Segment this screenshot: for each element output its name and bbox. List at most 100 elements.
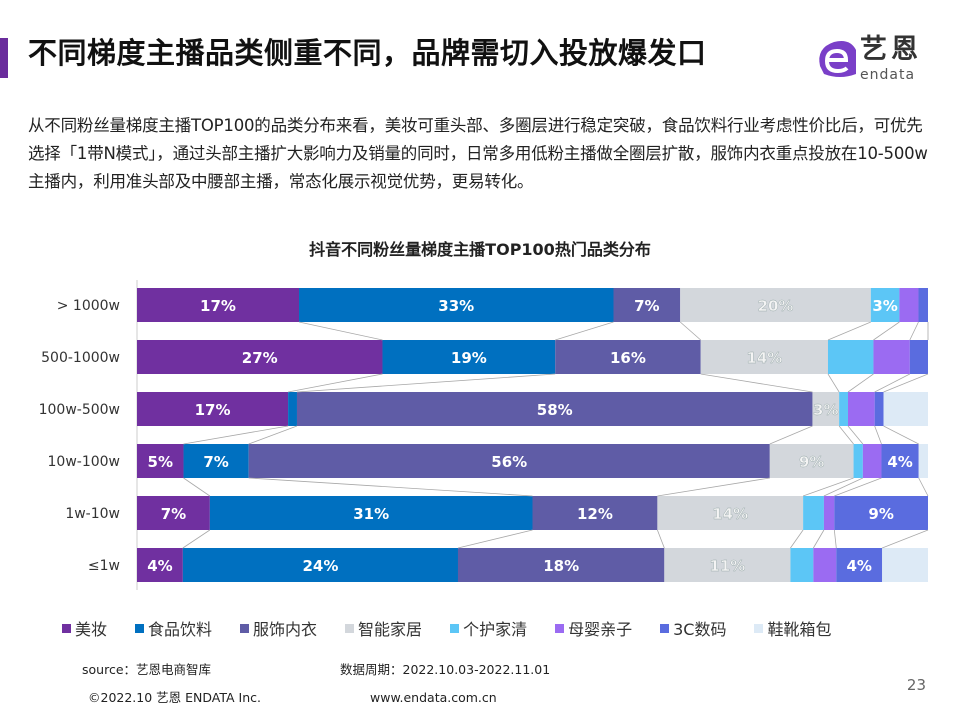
bar-segment-美妆 [137, 444, 184, 478]
bar-segment-个护家清 [853, 444, 863, 478]
series-line [827, 321, 871, 341]
category-label: 10w-100w [48, 454, 121, 470]
data-label: 17% [200, 297, 236, 315]
bar-segment-3C数码 [834, 496, 928, 530]
legend-item: 智能家居 [345, 616, 422, 640]
series-line [555, 321, 614, 341]
legend-swatch [240, 623, 250, 633]
legend-label: 食品饮料 [148, 620, 213, 639]
legend-label: 服饰内衣 [253, 620, 318, 639]
legend-swatch [555, 623, 565, 633]
series-line [657, 477, 770, 497]
bar-segment-鞋靴箱包 [882, 548, 928, 582]
bar-segment-母婴亲子 [862, 444, 882, 478]
data-label: 3% [813, 401, 838, 419]
series-line [248, 477, 533, 497]
data-label: 16% [610, 349, 646, 367]
series-line [883, 425, 919, 445]
category-label: 500-1000w [41, 350, 120, 366]
chart-legend: 美妆 食品饮料 服饰内衣 智能家居 个护家清 母婴亲子 3C数码 鞋靴箱包 [62, 616, 859, 640]
bar-segment-智能家居 [700, 340, 828, 374]
bar-segment-母婴亲子 [813, 548, 837, 582]
category-label: 1w-10w [65, 506, 120, 522]
data-label: 4% [887, 453, 912, 471]
website-text: www.endata.com.cn [370, 690, 497, 705]
data-label: 7% [634, 297, 659, 315]
legend-item: 母婴亲子 [555, 616, 632, 640]
bar-segment-服饰内衣 [532, 496, 658, 530]
legend-item: 美妆 [62, 616, 107, 640]
data-label: 58% [537, 401, 573, 419]
bar-segment-母婴亲子 [848, 392, 875, 426]
bar-segment-智能家居 [664, 548, 791, 582]
series-line [827, 373, 840, 393]
legend-item: 食品饮料 [135, 616, 212, 640]
series-line [813, 529, 825, 549]
series-line [183, 477, 211, 497]
data-label: 27% [242, 349, 278, 367]
data-label: 4% [846, 557, 871, 575]
series-line [823, 477, 864, 497]
bar-segment-食品饮料 [299, 288, 614, 322]
bar-segment-3C数码 [874, 392, 884, 426]
bar-segment-美妆 [137, 392, 289, 426]
data-label: 11% [709, 557, 745, 575]
bar-segment-食品饮料 [183, 444, 249, 478]
bar-segment-食品饮料 [182, 548, 458, 582]
chart-title: 抖音不同粉丝量梯度主播TOP100热门品类分布 [309, 240, 651, 259]
series-line [679, 321, 701, 341]
bar-segment-食品饮料 [288, 392, 297, 426]
bar-segment-服饰内衣 [457, 548, 665, 582]
series-line [833, 529, 837, 549]
bar-segment-美妆 [137, 496, 210, 530]
legend-label: 母婴亲子 [568, 620, 633, 639]
series-line [457, 529, 533, 549]
bar-segment-服饰内衣 [248, 444, 770, 478]
series-line [881, 529, 929, 549]
bar-segment-服饰内衣 [613, 288, 681, 322]
stacked-bar-chart: > 1000w 17% 33% 7% 20% 3% 500-1000w 27% 19% 16% 14… [39, 280, 929, 590]
bar-segment-鞋靴箱包 [918, 444, 928, 478]
bar-segment-美妆 [137, 340, 383, 374]
series-line [874, 425, 882, 445]
legend-label: 智能家居 [358, 620, 423, 639]
category-label: > 1000w [57, 298, 120, 314]
bar-segment-个护家清 [803, 496, 824, 530]
endata-logo: 艺恩 endata [814, 36, 944, 86]
bar-segment-3C数码 [918, 288, 928, 322]
legend-item: 3C数码 [660, 616, 726, 640]
series-line [790, 529, 804, 549]
logo-text-cn: 艺恩 [860, 34, 922, 65]
bar-segment-智能家居 [812, 392, 840, 426]
series-line [657, 529, 665, 549]
data-label: 9% [799, 453, 824, 471]
data-label: 56% [491, 453, 527, 471]
data-label: 24% [302, 557, 338, 575]
bar-segment-个护家清 [839, 392, 849, 426]
legend-swatch [754, 623, 764, 633]
bar-segment-智能家居 [657, 496, 804, 530]
series-line [834, 477, 882, 497]
legend-label: 3C数码 [673, 620, 727, 639]
legend-item: 服饰内衣 [240, 616, 317, 640]
series-line [874, 373, 910, 393]
description-paragraph: 从不同粉丝量梯度主播TOP100的品类分布来看，美妆可重头部、多圈层进行稳定突破… [28, 116, 928, 191]
data-label: 7% [161, 505, 186, 523]
data-label: 7% [203, 453, 228, 471]
legend-item: 个护家清 [450, 616, 527, 640]
data-period-text: 数据周期：2022.10.03-2022.11.01 [340, 662, 551, 677]
data-label: 5% [148, 453, 173, 471]
bar-segment-服饰内衣 [296, 392, 813, 426]
category-label: 100w-500w [39, 402, 120, 418]
endata-logo-icon [819, 41, 856, 77]
data-label: 9% [868, 505, 893, 523]
data-label: 20% [758, 297, 794, 315]
series-line [802, 477, 854, 497]
legend-swatch [345, 623, 355, 633]
bar-segment-3C数码 [909, 340, 928, 374]
series-line [288, 373, 383, 393]
data-label: 3% [872, 297, 897, 315]
data-label: 18% [543, 557, 579, 575]
bar-segment-母婴亲子 [873, 340, 910, 374]
bar-segment-鞋靴箱包 [883, 392, 928, 426]
